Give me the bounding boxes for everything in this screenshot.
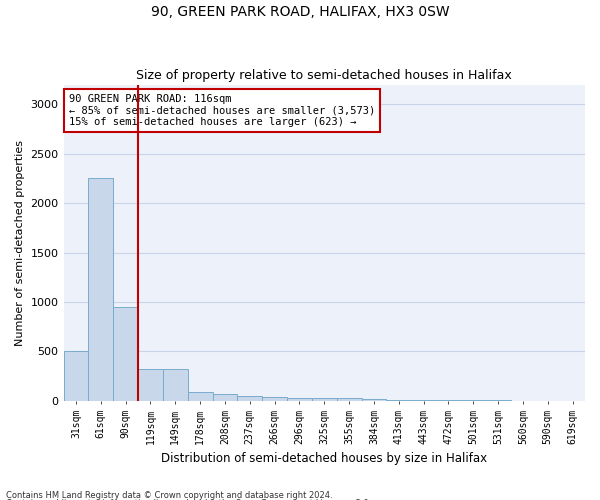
Bar (188, 392, 212, 401)
Bar (113, 307, 138, 401)
Bar (163, 369, 188, 401)
Text: 90, GREEN PARK ROAD, HALIFAX, HX3 0SW: 90, GREEN PARK ROAD, HALIFAX, HX3 0SW (151, 5, 449, 19)
Bar (362, 399, 386, 401)
Y-axis label: Number of semi-detached properties: Number of semi-detached properties (15, 140, 25, 346)
Bar (212, 394, 238, 401)
Bar (337, 398, 362, 401)
Text: Contains public sector information licensed under the Open Government Licence v3: Contains public sector information licen… (6, 499, 371, 500)
Bar (64, 352, 88, 401)
X-axis label: Distribution of semi-detached houses by size in Halifax: Distribution of semi-detached houses by … (161, 452, 487, 465)
Bar (287, 398, 312, 401)
Bar (386, 400, 411, 401)
Bar (88, 178, 113, 401)
Bar (238, 396, 262, 401)
Bar (262, 397, 287, 401)
Text: 90 GREEN PARK ROAD: 116sqm
← 85% of semi-detached houses are smaller (3,573)
15%: 90 GREEN PARK ROAD: 116sqm ← 85% of semi… (69, 94, 375, 127)
Title: Size of property relative to semi-detached houses in Halifax: Size of property relative to semi-detach… (136, 69, 512, 82)
Bar (312, 398, 337, 401)
Text: Contains HM Land Registry data © Crown copyright and database right 2024.: Contains HM Land Registry data © Crown c… (6, 490, 332, 500)
Bar (138, 369, 163, 401)
